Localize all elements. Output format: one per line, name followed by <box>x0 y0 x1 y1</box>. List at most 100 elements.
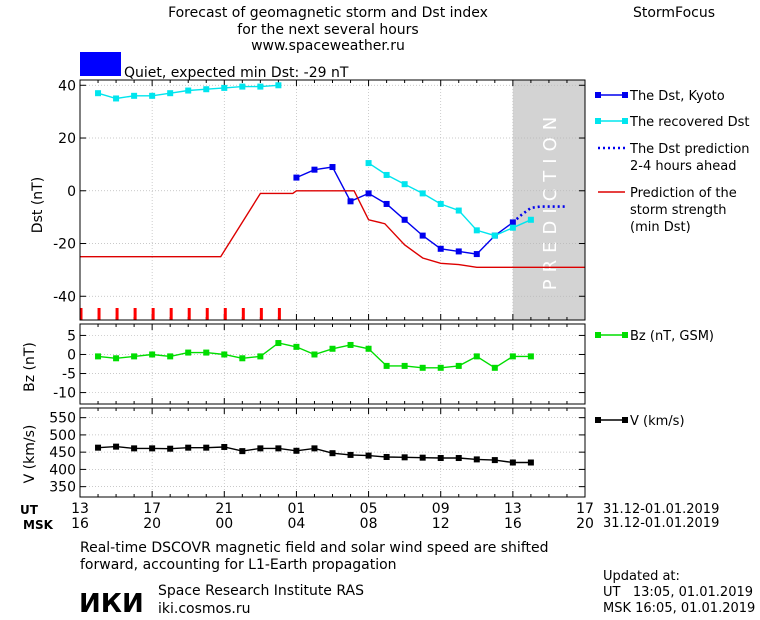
legend-label-recovered-dst: The recovered Dst <box>629 115 749 130</box>
data-point <box>275 445 282 452</box>
data-point <box>95 90 102 97</box>
v-y-axis-label: V (km/s) <box>22 425 38 484</box>
dst-series <box>80 82 585 268</box>
data-point <box>185 87 192 94</box>
ut-date-range: 31.12-01.01.2019 <box>603 502 719 517</box>
footer-note-line-2: forward, accounting for L1-Earth propaga… <box>80 557 397 573</box>
dst-y-tick-label: 20 <box>58 131 76 147</box>
legend: The Dst, Kyoto The recovered Dst The Dst p… <box>595 89 750 429</box>
v-plot-frame <box>79 407 586 498</box>
legend-marker <box>622 118 628 124</box>
dst-prediction-region <box>512 80 585 320</box>
data-point <box>419 190 426 197</box>
data-point <box>203 86 210 93</box>
v-gridlines <box>80 408 585 497</box>
dst-y-tick-label: 40 <box>58 78 76 94</box>
data-point <box>239 83 246 90</box>
v-y-tick-label: 550 <box>49 411 76 427</box>
dst-axis-ticks: 40 20 0 -20 -40 <box>53 78 586 320</box>
institute-name: Space Research Institute RAS <box>158 583 364 599</box>
data-point <box>221 84 228 91</box>
data-point <box>221 443 228 450</box>
data-point <box>365 160 372 167</box>
data-point <box>419 454 426 461</box>
data-point <box>419 364 426 371</box>
legend-marker <box>595 118 601 124</box>
legend-marker <box>595 92 601 98</box>
data-point <box>455 362 462 369</box>
ut-axis-label: UT <box>20 503 39 517</box>
bz-y-tick-label: 0 <box>67 347 76 363</box>
title-line-2: for the next several hours <box>237 22 418 38</box>
data-point <box>275 340 282 347</box>
data-point <box>221 351 228 358</box>
dst-y-axis-label: Dst (nT) <box>30 177 46 233</box>
data-point <box>473 456 480 463</box>
dst-panel: PREDICTION 40 20 0 -20 -40 Dst (nT) <box>30 78 586 321</box>
data-point <box>239 448 246 455</box>
updated-msk: MSK 16:05, 01.01.2019 <box>603 601 755 616</box>
ut-tick-label: 09 <box>432 501 450 517</box>
bz-gridlines <box>80 324 585 404</box>
data-point <box>509 219 516 226</box>
data-point <box>437 245 444 252</box>
data-point <box>473 251 480 258</box>
data-point <box>329 345 336 352</box>
legend-marker <box>595 332 601 338</box>
data-point <box>293 343 300 350</box>
data-point <box>311 445 318 452</box>
data-point <box>383 200 390 207</box>
data-point <box>293 174 300 181</box>
dst-gridlines <box>80 80 585 320</box>
data-point <box>329 164 336 171</box>
data-point <box>347 451 354 458</box>
data-point <box>113 355 120 362</box>
data-point <box>311 351 318 358</box>
msk-axis-label: MSK <box>23 518 54 532</box>
data-point <box>167 90 174 97</box>
data-point <box>473 353 480 360</box>
bz-y-tick-label: -5 <box>62 367 76 383</box>
ut-tick-label: 13 <box>71 501 89 517</box>
dst-red-markers <box>79 308 281 320</box>
data-point <box>509 224 516 231</box>
data-point <box>203 349 210 356</box>
data-point <box>527 216 534 223</box>
data-point <box>455 455 462 462</box>
v-y-tick-label: 350 <box>49 480 76 496</box>
data-point <box>365 190 372 197</box>
msk-date-range: 31.12-01.01.2019 <box>603 516 719 531</box>
data-point <box>293 447 300 454</box>
data-point <box>329 450 336 457</box>
data-point <box>401 181 408 188</box>
dst-plot-frame <box>79 79 586 321</box>
data-point <box>383 453 390 460</box>
data-point <box>185 349 192 356</box>
data-point <box>509 353 516 360</box>
ut-tick-label: 21 <box>215 501 233 517</box>
data-point <box>311 166 318 173</box>
data-point <box>131 92 138 99</box>
data-point <box>149 445 156 452</box>
legend-label-dst-prediction: 2-4 hours ahead <box>630 159 736 174</box>
bz-y-tick-label: -10 <box>53 386 76 402</box>
data-point <box>131 445 138 452</box>
data-point <box>491 232 498 239</box>
legend-label-dst-kyoto: The Dst, Kyoto <box>629 89 725 104</box>
legend-label-v: V (km/s) <box>630 414 685 429</box>
data-point <box>257 353 264 360</box>
bz-series <box>95 340 534 371</box>
bz-axis-ticks: 5 0 -5 -10 <box>53 324 586 404</box>
v-y-tick-label: 400 <box>49 462 76 478</box>
data-point <box>203 444 210 451</box>
data-point <box>239 355 246 362</box>
footer-note-line-1: Real-time DSCOVR magnetic field and sola… <box>80 540 549 556</box>
data-point <box>365 345 372 352</box>
data-point <box>437 364 444 371</box>
data-point <box>167 353 174 360</box>
dst-y-tick-label: 0 <box>67 184 76 200</box>
legend-marker <box>622 417 628 423</box>
